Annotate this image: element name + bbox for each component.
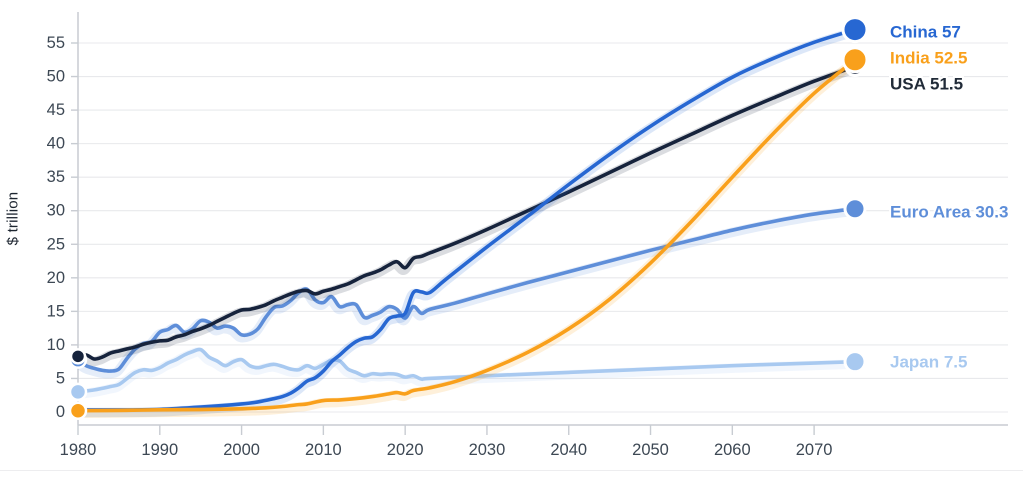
legend-label-japan: Japan 7.5 — [890, 353, 968, 372]
legend-label-china: China 57 — [890, 23, 961, 42]
y-tick-label-25: 25 — [47, 235, 65, 253]
x-tick-label-2030: 2030 — [469, 441, 506, 459]
x-tick-label-1980: 1980 — [60, 441, 97, 459]
y-tick-label-10: 10 — [47, 336, 65, 354]
series-line-china — [76, 27, 857, 412]
y-tick-label-0: 0 — [56, 403, 65, 421]
x-tick-label-2020: 2020 — [387, 441, 424, 459]
y-tick-label-55: 55 — [47, 34, 65, 52]
y-tick-label-40: 40 — [47, 135, 65, 153]
y-tick-label-35: 35 — [47, 168, 65, 186]
y-tick-label-15: 15 — [47, 302, 65, 320]
y-tick-label-20: 20 — [47, 269, 65, 287]
start-dot-usa — [69, 348, 87, 365]
end-dot-japan — [843, 350, 867, 374]
y-tick-label-30: 30 — [47, 202, 65, 220]
y-tick-label-50: 50 — [47, 68, 65, 86]
y-tick-label-5: 5 — [56, 369, 65, 387]
x-tick-label-2050: 2050 — [632, 441, 669, 459]
y-tick-label-45: 45 — [47, 101, 65, 119]
x-tick-label-2010: 2010 — [305, 441, 342, 459]
series-halo-japan — [71, 347, 859, 400]
end-dot-euro_area — [843, 197, 867, 221]
x-tick-label-2000: 2000 — [223, 441, 260, 459]
x-tick-label-2040: 2040 — [550, 441, 587, 459]
x-tick-label-1990: 1990 — [141, 441, 178, 459]
x-tick-label-2060: 2060 — [714, 441, 751, 459]
legend-label-india: India 52.5 — [890, 49, 967, 68]
series-line-japan — [76, 347, 857, 394]
legend-label-euro_area: Euro Area 30.3 — [890, 203, 1008, 222]
end-dot-india — [841, 46, 869, 74]
legend-label-usa: USA 51.5 — [890, 75, 963, 94]
series-line-usa — [76, 64, 857, 361]
x-tick-label-2070: 2070 — [796, 441, 833, 459]
bottom-divider — [0, 470, 1023, 471]
end-dot-china — [841, 16, 869, 44]
series-line-india — [76, 57, 857, 413]
start-dot-india — [68, 401, 88, 420]
start-dot-japan — [68, 382, 88, 402]
